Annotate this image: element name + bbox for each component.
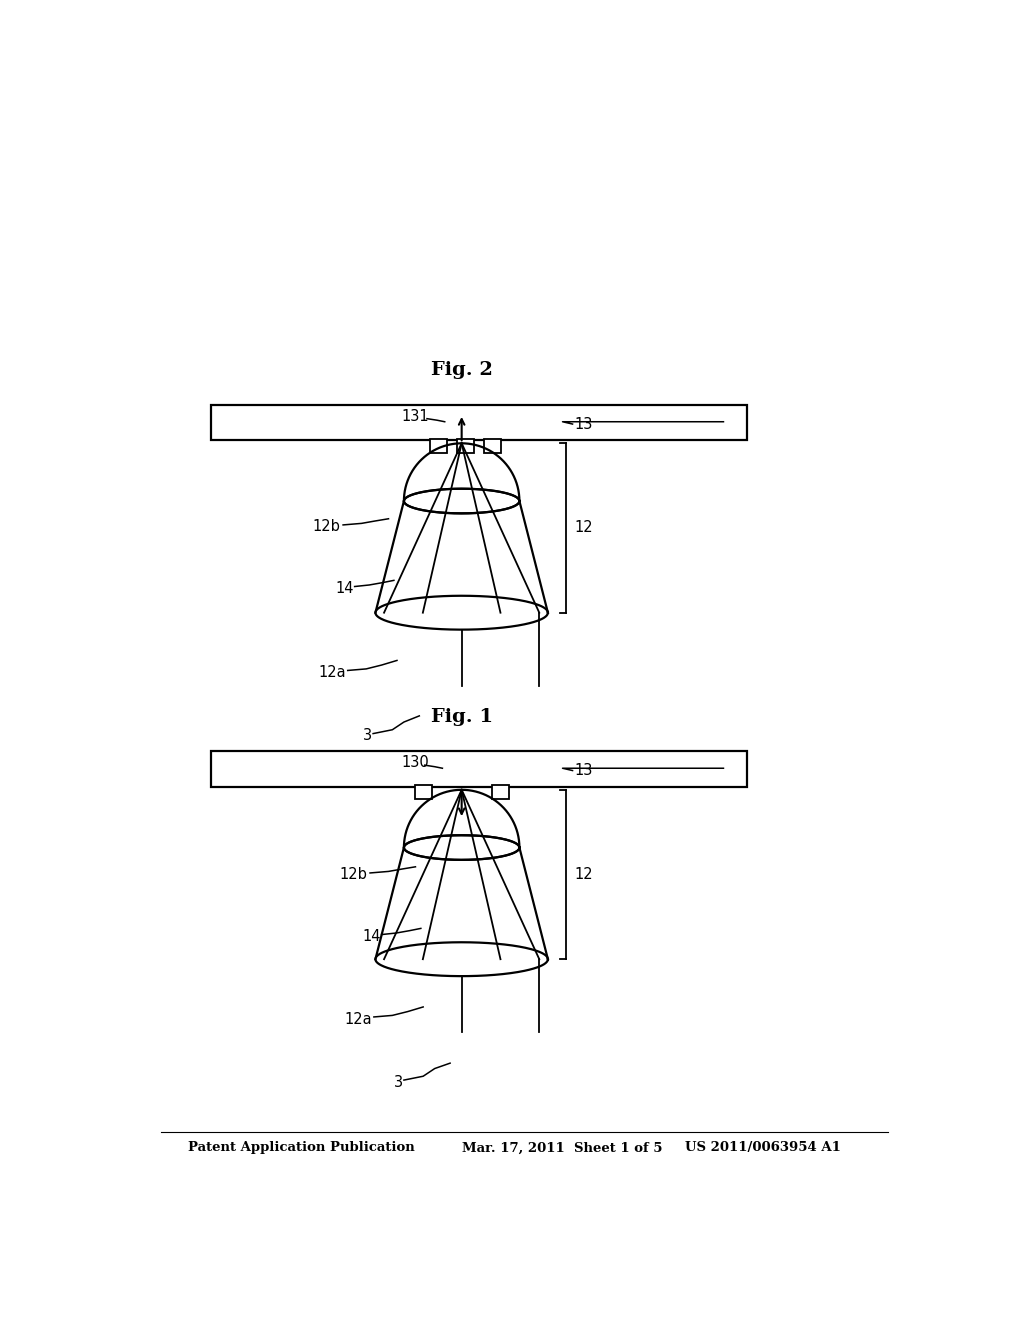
Text: 12: 12: [574, 867, 593, 882]
Text: 130: 130: [401, 755, 429, 771]
Text: 131: 131: [401, 409, 429, 424]
Text: Mar. 17, 2011  Sheet 1 of 5: Mar. 17, 2011 Sheet 1 of 5: [462, 1142, 663, 1155]
Text: 12b: 12b: [312, 519, 340, 535]
Bar: [415, 785, 432, 799]
Text: 13: 13: [574, 417, 593, 432]
Text: 14: 14: [336, 581, 354, 595]
Text: 12: 12: [574, 520, 593, 536]
Text: Patent Application Publication: Patent Application Publication: [188, 1142, 415, 1155]
Text: 12a: 12a: [318, 665, 346, 680]
Text: 12a: 12a: [345, 1011, 373, 1027]
Text: 12b: 12b: [339, 867, 367, 882]
Text: 3: 3: [364, 729, 373, 743]
Text: 13: 13: [574, 763, 593, 777]
Bar: [211, 751, 746, 787]
Bar: [211, 405, 746, 441]
Text: 3: 3: [394, 1074, 403, 1090]
Bar: [457, 438, 474, 453]
Text: Fig. 1: Fig. 1: [431, 708, 493, 726]
Bar: [430, 438, 447, 453]
Text: 14: 14: [362, 928, 381, 944]
Bar: [484, 438, 501, 453]
Text: Fig. 2: Fig. 2: [431, 362, 493, 379]
Text: US 2011/0063954 A1: US 2011/0063954 A1: [685, 1142, 841, 1155]
Bar: [492, 785, 509, 799]
